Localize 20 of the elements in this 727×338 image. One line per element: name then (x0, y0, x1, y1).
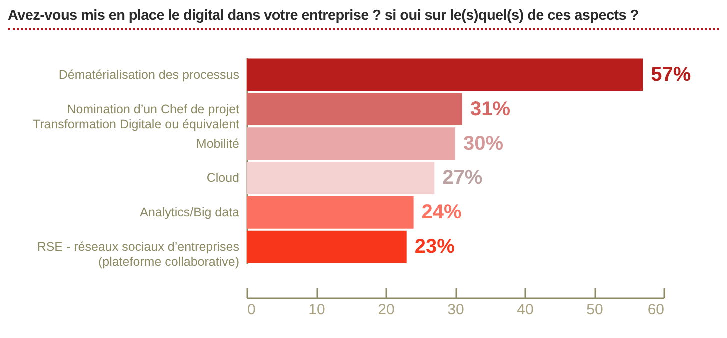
data-label: 31% (470, 98, 511, 120)
y-tick-label: Mobilité (196, 136, 240, 151)
data-label: 57% (651, 64, 692, 86)
x-tick-label: 30 (448, 302, 464, 318)
x-tick-label: 20 (378, 302, 395, 318)
y-tick-label: Dématérialisation des processus (58, 68, 240, 82)
y-tick-label: RSE - réseaux sociaux d’entreprises (plateforme collaborative) (37, 240, 240, 270)
x-tick-label: 10 (308, 302, 326, 318)
x-tick-label: 60 (648, 302, 664, 318)
x-tick-label: 50 (586, 302, 604, 318)
chart-title: Avez-vous mis en place le digital dans votre entreprise ? si oui sur le(s)quel(s) de ces aspects ? (8, 8, 719, 30)
x-tick-label: 40 (517, 302, 534, 318)
x-tick-label: 0 (248, 302, 256, 318)
y-tick-label: Nomination d’un Chef de projet Transformation Digitale ou équivalent (32, 102, 240, 132)
data-label: 30% (464, 132, 504, 155)
data-label: 24% (422, 202, 462, 224)
y-tick-label: Analytics/Big data (140, 206, 240, 220)
data-label: 23% (414, 236, 456, 258)
y-tick-label: Cloud (206, 171, 240, 186)
data-label: 27% (442, 167, 483, 190)
